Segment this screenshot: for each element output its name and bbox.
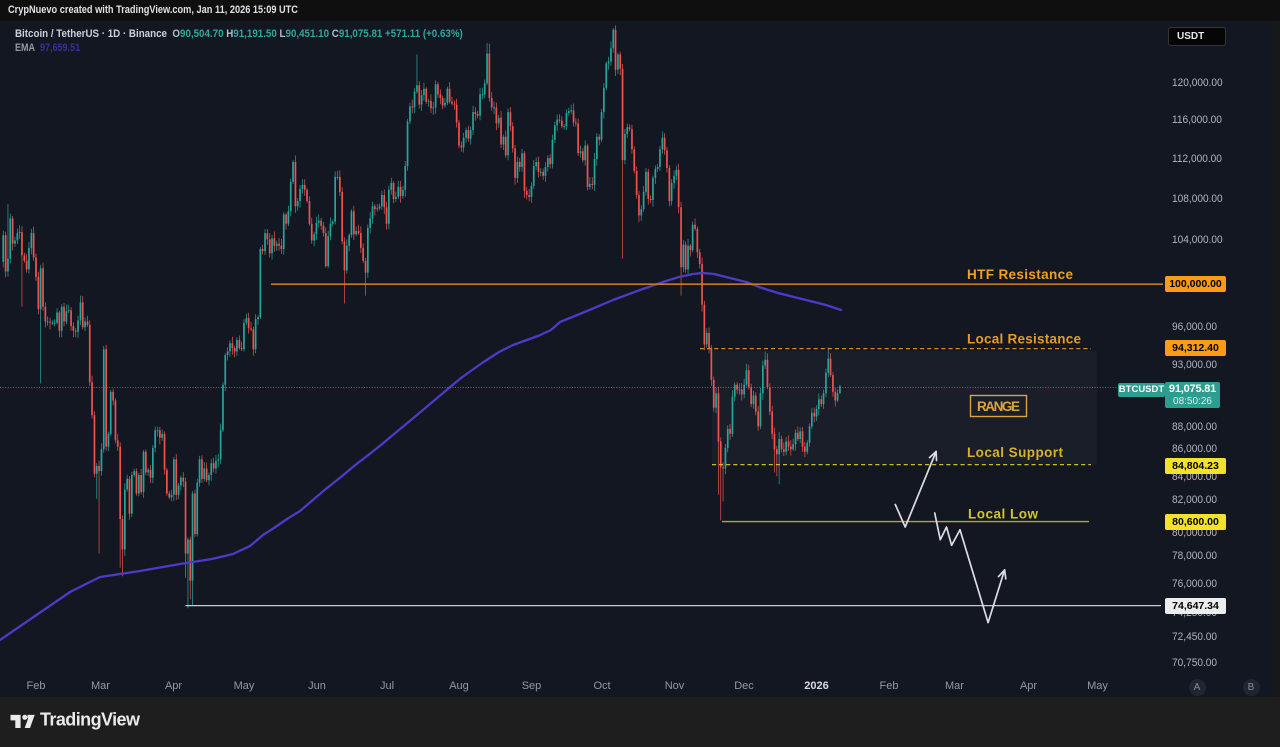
svg-text:Local Low: Local Low (968, 507, 1038, 522)
svg-text:TradingView: TradingView (40, 710, 141, 730)
svg-text:Local Support: Local Support (967, 445, 1064, 460)
svg-text:HTF Resistance: HTF Resistance (967, 267, 1073, 282)
svg-text:Local Resistance: Local Resistance (967, 332, 1081, 347)
svg-text:RANGE: RANGE (977, 399, 1020, 414)
